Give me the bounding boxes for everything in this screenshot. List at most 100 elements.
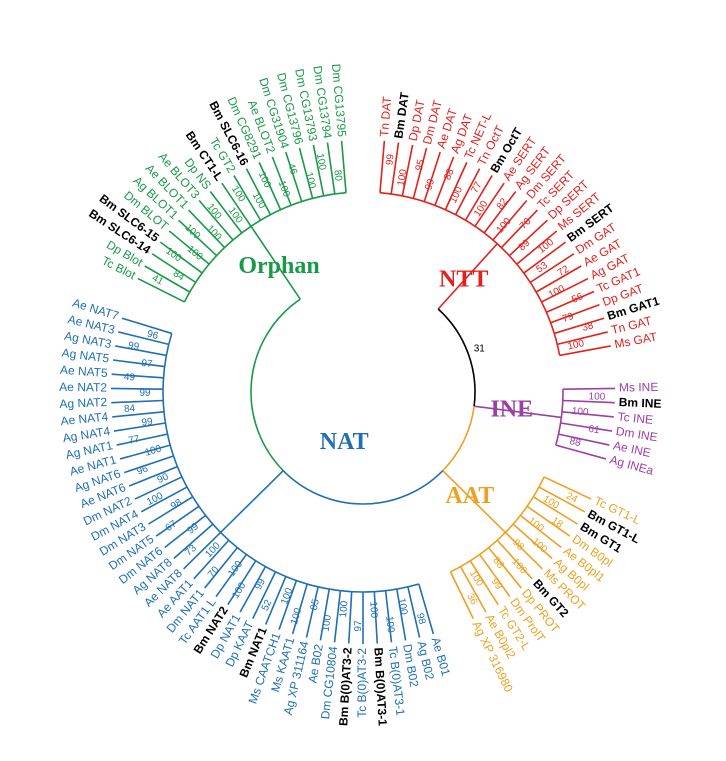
branch [496, 539, 533, 580]
support-value: 100 [230, 580, 248, 600]
branch [198, 199, 234, 241]
branch [119, 444, 171, 460]
leaf-label: Dm INE [615, 424, 659, 444]
support-value: 46 [285, 162, 299, 176]
branch [459, 566, 487, 613]
support-value: 99 [139, 388, 151, 399]
branch [384, 590, 393, 643]
branch [469, 560, 499, 606]
support-value: 100 [226, 205, 245, 225]
branch [559, 345, 611, 357]
root-arc [250, 298, 301, 472]
support-value: 100 [303, 171, 318, 190]
branch [182, 531, 222, 570]
branch [271, 156, 292, 206]
branch [220, 470, 284, 533]
branch [134, 476, 183, 500]
support-value: 95 [414, 158, 427, 172]
support-value: 99 [127, 340, 140, 353]
support-value: 99 [185, 521, 201, 537]
support-value: 100 [547, 283, 567, 301]
support-value: 80 [331, 169, 343, 182]
support-value: 100 [467, 568, 485, 588]
leaf-label: Tc B(0)AT3-2 [355, 648, 369, 718]
branch [209, 191, 243, 234]
support-value: 72 [556, 264, 572, 279]
branch [464, 175, 493, 221]
branch [233, 175, 262, 221]
branch [454, 168, 481, 216]
leaf-label: Ag NAT5 [61, 346, 111, 366]
branch [278, 580, 298, 630]
branch [173, 523, 214, 560]
branch [347, 591, 353, 644]
root-arc [282, 470, 444, 505]
branch [483, 191, 517, 234]
support-value: 18 [549, 515, 565, 531]
branch [508, 219, 548, 257]
branch [215, 553, 248, 598]
support-value: 97 [353, 620, 364, 632]
branch [118, 331, 169, 346]
support-value: 96 [146, 329, 160, 343]
branch [401, 144, 414, 197]
branch [298, 147, 314, 199]
branch [123, 455, 174, 474]
branch [193, 539, 230, 580]
support-value: 100 [541, 494, 561, 512]
support-value: 100 [571, 406, 589, 419]
leaf-label: Dm CG13795 [329, 63, 349, 138]
branch [227, 560, 257, 606]
support-value: 70 [206, 564, 222, 580]
support-value: 99 [141, 416, 154, 429]
branch [204, 547, 238, 589]
branch [188, 209, 226, 249]
support-value: 70 [518, 216, 534, 232]
branch [423, 151, 441, 202]
support-value: 89 [517, 237, 533, 253]
branch [121, 317, 173, 335]
support-value: 79 [561, 311, 576, 325]
branch [319, 588, 330, 641]
support-value: 85 [309, 598, 322, 612]
branch [159, 241, 203, 274]
branch [543, 476, 592, 500]
branch [239, 566, 267, 613]
support-value: 98 [414, 612, 428, 626]
support-value: 84 [124, 403, 136, 415]
leaf-label: Bm B(0)AT3-1 [371, 647, 389, 726]
branch [113, 422, 166, 432]
clade-label: Orphan [238, 253, 319, 279]
branch [557, 331, 608, 346]
support-value: 52 [260, 598, 275, 613]
branch [523, 241, 567, 274]
branch [516, 230, 558, 265]
branch [390, 142, 400, 195]
branch [519, 514, 562, 549]
branch [541, 277, 589, 303]
clade-label: NAT [320, 429, 369, 455]
branch [504, 531, 544, 570]
branch [418, 583, 435, 635]
branch [474, 182, 505, 227]
branch [245, 168, 272, 216]
branch [147, 496, 194, 525]
branch [151, 253, 197, 284]
leaf-label: Ae NAT2 [59, 380, 107, 395]
support-value: 24 [564, 491, 579, 506]
branch [312, 144, 325, 197]
support-value: 100 [321, 614, 334, 633]
branch [478, 553, 511, 598]
support-value: 100 [203, 540, 223, 560]
support-value: 100 [144, 443, 163, 458]
branch [562, 399, 615, 404]
branch [488, 547, 522, 589]
branch [396, 588, 407, 641]
leaf-label: Tn DAT [377, 95, 394, 137]
branch [562, 387, 615, 390]
support-value: 41 [150, 273, 165, 288]
support-value: 56 [570, 291, 585, 306]
support-value: 100 [314, 153, 328, 172]
branch [116, 433, 168, 446]
branch [444, 162, 468, 211]
